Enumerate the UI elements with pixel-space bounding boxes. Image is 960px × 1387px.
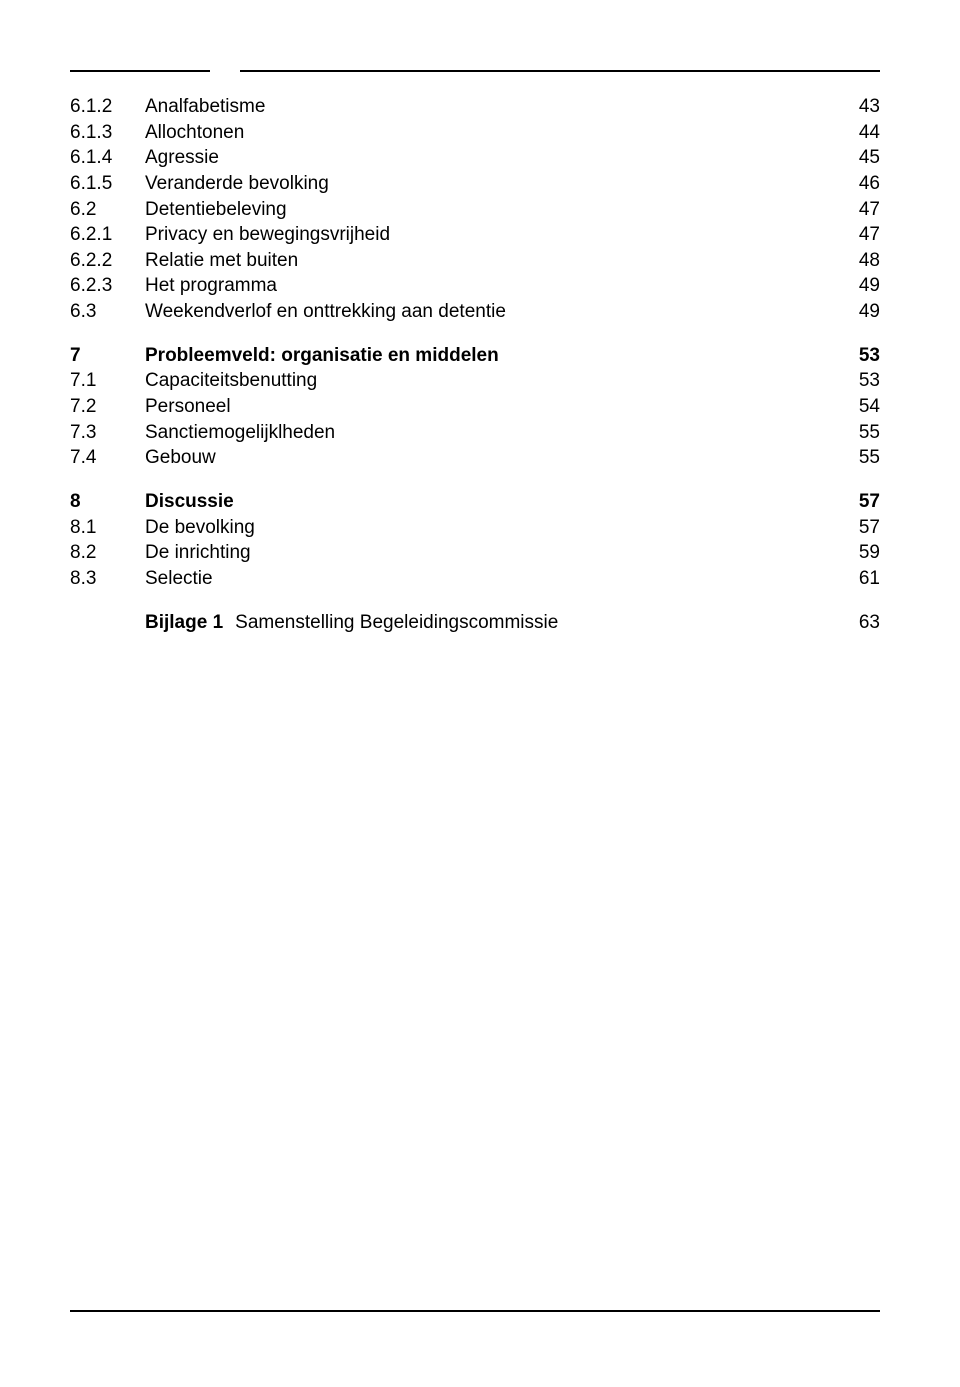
- toc-entry-page: 47: [830, 197, 880, 223]
- toc-entry-title: Sanctiemogelijklheden: [145, 420, 830, 446]
- toc-entry-number: 8.3: [70, 566, 145, 592]
- toc-entry-page: 55: [830, 420, 880, 446]
- toc-entry-number: 7: [70, 343, 145, 369]
- toc-entry-title: Het programma: [145, 273, 830, 299]
- toc-entry-title: Probleemveld: organisatie en middelen: [145, 343, 830, 369]
- toc-annex-page: 63: [830, 610, 880, 636]
- toc-entry-page: 57: [830, 515, 880, 541]
- toc-row: 6.1.4Agressie45: [70, 145, 880, 171]
- toc-row: 7.1Capaciteitsbenutting53: [70, 368, 880, 394]
- top-rule: [70, 70, 880, 72]
- toc-entry-page: 44: [830, 120, 880, 146]
- top-rule-segment-2: [240, 70, 880, 72]
- page: 6.1.2Analfabetisme436.1.3Allochtonen446.…: [0, 0, 960, 1387]
- toc-row: 7.2Personeel54: [70, 394, 880, 420]
- toc-row: 6.1.5Veranderde bevolking46: [70, 171, 880, 197]
- toc-entry-page: 53: [830, 343, 880, 369]
- toc-row: 7.3Sanctiemogelijklheden55: [70, 420, 880, 446]
- toc-entry-title: Privacy en bewegingsvrijheid: [145, 222, 830, 248]
- toc-entry-number: 8: [70, 489, 145, 515]
- toc-entry-number: 6.2.1: [70, 222, 145, 248]
- toc-annex-block: Bijlage 1 Samenstelling Begeleidingscommi…: [70, 610, 880, 636]
- toc-block: 6.1.2Analfabetisme436.1.3Allochtonen446.…: [70, 94, 880, 325]
- toc-entry-page: 54: [830, 394, 880, 420]
- toc-row: 7Probleemveld: organisatie en middelen53: [70, 343, 880, 369]
- toc-entry-page: 43: [830, 94, 880, 120]
- toc-entry-title: Agressie: [145, 145, 830, 171]
- toc-entry-number: 6.1.5: [70, 171, 145, 197]
- toc-entry-title: Allochtonen: [145, 120, 830, 146]
- toc-entry-page: 49: [830, 273, 880, 299]
- toc-annex-row: Bijlage 1 Samenstelling Begeleidingscommi…: [70, 610, 880, 636]
- toc-entry-number: 7.4: [70, 445, 145, 471]
- toc-entry-number: 7.2: [70, 394, 145, 420]
- toc-entry-title: Personeel: [145, 394, 830, 420]
- toc-entry-number: 6.2.3: [70, 273, 145, 299]
- toc-row: 7.4Gebouw55: [70, 445, 880, 471]
- toc-entry-page: 57: [830, 489, 880, 515]
- toc-annex-label: Bijlage 1: [145, 612, 223, 633]
- toc-entry-page: 48: [830, 248, 880, 274]
- toc-row: 6.3Weekendverlof en onttrekking aan dete…: [70, 299, 880, 325]
- toc-entry-number: 6.3: [70, 299, 145, 325]
- toc-entry-title: Capaciteitsbenutting: [145, 368, 830, 394]
- toc-entry-title: Relatie met buiten: [145, 248, 830, 274]
- toc-row: 6.2.1Privacy en bewegingsvrijheid47: [70, 222, 880, 248]
- table-of-contents: 6.1.2Analfabetisme436.1.3Allochtonen446.…: [70, 94, 880, 635]
- toc-row: 6.2Detentiebeleving47: [70, 197, 880, 223]
- toc-annex-text: Samenstelling Begeleidingscommissie: [235, 612, 558, 633]
- toc-entry-page: 55: [830, 445, 880, 471]
- toc-entry-title: Veranderde bevolking: [145, 171, 830, 197]
- toc-entry-title: De bevolking: [145, 515, 830, 541]
- top-rule-segment-1: [70, 70, 210, 72]
- toc-entry-title: Gebouw: [145, 445, 830, 471]
- toc-row: 8.3Selectie61: [70, 566, 880, 592]
- toc-entry-title: Selectie: [145, 566, 830, 592]
- toc-row: 8Discussie57: [70, 489, 880, 515]
- toc-entry-title: Detentiebeleving: [145, 197, 830, 223]
- toc-entry-title: De inrichting: [145, 540, 830, 566]
- toc-entry-title: Discussie: [145, 489, 830, 515]
- toc-entry-page: 49: [830, 299, 880, 325]
- toc-row: 6.1.3Allochtonen44: [70, 120, 880, 146]
- toc-entry-number: 7.1: [70, 368, 145, 394]
- bottom-rule: [70, 1310, 880, 1312]
- toc-row: 8.2De inrichting59: [70, 540, 880, 566]
- toc-entry-number: 6.2.2: [70, 248, 145, 274]
- toc-entry-page: 61: [830, 566, 880, 592]
- toc-entry-number: 6.2: [70, 197, 145, 223]
- toc-entry-page: 47: [830, 222, 880, 248]
- toc-row: 6.2.2Relatie met buiten48: [70, 248, 880, 274]
- toc-entry-page: 46: [830, 171, 880, 197]
- toc-entry-title: Analfabetisme: [145, 94, 830, 120]
- toc-row: 6.2.3Het programma49: [70, 273, 880, 299]
- toc-row: 6.1.2Analfabetisme43: [70, 94, 880, 120]
- toc-entry-page: 53: [830, 368, 880, 394]
- toc-block: 8Discussie578.1De bevolking578.2De inric…: [70, 489, 880, 592]
- toc-entry-number: 8.1: [70, 515, 145, 541]
- toc-block: 7Probleemveld: organisatie en middelen53…: [70, 343, 880, 471]
- toc-entry-page: 45: [830, 145, 880, 171]
- toc-entry-number: 6.1.3: [70, 120, 145, 146]
- toc-entry-number: 8.2: [70, 540, 145, 566]
- toc-entry-number: 6.1.2: [70, 94, 145, 120]
- toc-entry-number: 6.1.4: [70, 145, 145, 171]
- toc-row: 8.1De bevolking57: [70, 515, 880, 541]
- toc-annex-title: Bijlage 1 Samenstelling Begeleidingscommi…: [145, 610, 830, 636]
- toc-entry-page: 59: [830, 540, 880, 566]
- toc-entry-title: Weekendverlof en onttrekking aan detenti…: [145, 299, 830, 325]
- toc-entry-number: 7.3: [70, 420, 145, 446]
